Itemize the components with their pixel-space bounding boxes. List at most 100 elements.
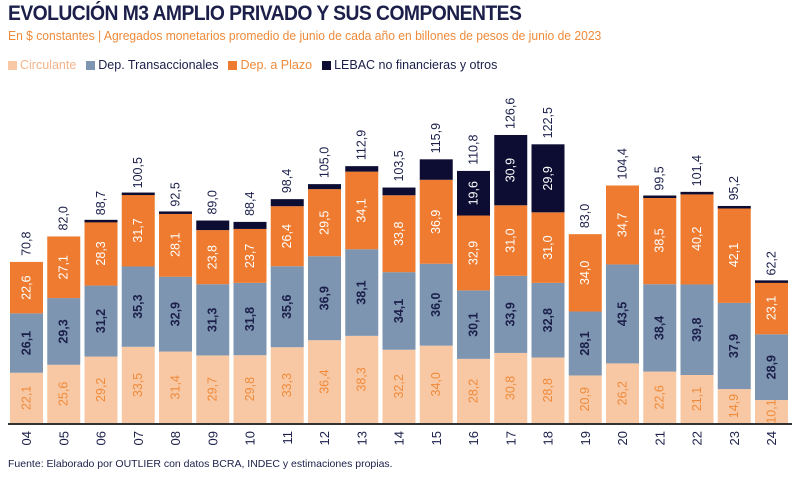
- segment-label-dep-a-plazo-07: 31,7: [131, 218, 145, 242]
- x-tick-label-13: 13: [354, 431, 369, 445]
- bar-segment-circulante-10: [233, 355, 267, 423]
- segment-label-circulante-08: 31,4: [169, 375, 183, 399]
- bar-segment-dep-transaccionales-06: [84, 285, 118, 357]
- total-label-13: 112,9: [355, 130, 369, 160]
- bar-segment-lebac-no-financieras-y-otros-15: [419, 159, 453, 180]
- bar-segment-dep-transaccionales-16: [457, 290, 490, 359]
- legend-item-circulante: Circulante: [8, 58, 76, 72]
- bar-segment-circulante-09: [196, 355, 230, 423]
- total-label-07: 100,5: [131, 157, 145, 188]
- total-label-19: 83,0: [578, 204, 592, 228]
- bar-segment-lebac-no-financieras-y-otros-13: [345, 166, 379, 172]
- bar-segment-lebac-no-financieras-y-otros-06: [84, 219, 118, 223]
- bar-segment-lebac-no-financieras-y-otros-22: [680, 191, 714, 195]
- chart-subtitle: En $ constantes | Agregados monetarios p…: [8, 28, 602, 43]
- bar-segment-lebac-no-financieras-y-otros-10: [233, 221, 267, 229]
- legend-label-lebac: LEBAC no financieras y otros: [334, 58, 498, 72]
- source-note: Fuente: Elaborado por OUTLIER con datos …: [8, 458, 393, 470]
- bar-segment-dep-transaccionales-04: [10, 313, 43, 373]
- bar-segment-dep-transaccionales-23: [717, 302, 751, 390]
- bar-segment-dep-a-plazo-18: [531, 212, 565, 283]
- total-label-08: 92,5: [169, 182, 183, 206]
- bar-segment-circulante-21: [643, 371, 677, 423]
- chart-title: EVOLUCIÓN M3 AMPLIO PRIVADO Y SUS COMPON…: [8, 2, 522, 25]
- segment-label-dep-a-plazo-04: 22,6: [20, 275, 34, 299]
- segment-label-dep-a-plazo-15: 36,9: [429, 210, 443, 234]
- bar-segment-dep-transaccionales-09: [196, 284, 230, 356]
- segment-label-circulante-15: 34,0: [429, 372, 443, 396]
- bar-segment-circulante-06: [84, 356, 118, 423]
- bar-segment-circulante-04: [10, 372, 43, 423]
- segment-label-dep-transaccionales-15: 36,0: [429, 292, 443, 316]
- total-label-17: 126,6: [504, 98, 518, 129]
- bar-segment-dep-transaccionales-05: [47, 298, 81, 365]
- bar-segment-dep-a-plazo-12: [308, 189, 341, 257]
- total-label-14: 103,5: [392, 150, 406, 181]
- x-tick-label-12: 12: [317, 431, 332, 445]
- bar-segment-lebac-no-financieras-y-otros-07: [121, 192, 155, 196]
- bar-segment-dep-transaccionales-08: [159, 276, 192, 352]
- segment-label-circulante-06: 29,2: [94, 378, 108, 402]
- segment-label-dep-transaccionales-05: 29,3: [57, 319, 71, 343]
- segment-label-circulante-11: 33,3: [280, 373, 294, 397]
- bar-segment-dep-transaccionales-17: [494, 275, 528, 353]
- x-tick-label-20: 20: [615, 431, 630, 445]
- segment-label-dep-a-plazo-06: 28,3: [94, 241, 108, 265]
- bar-segment-circulante-19: [568, 375, 602, 423]
- segment-label-dep-transaccionales-09: 31,3: [206, 308, 220, 332]
- segment-label-dep-transaccionales-23: 37,9: [727, 334, 741, 358]
- bar-segment-circulante-14: [382, 349, 416, 423]
- total-label-16: 110,8: [467, 135, 481, 165]
- segment-label-dep-a-plazo-23: 42,1: [727, 243, 741, 267]
- bar-segment-circulante-24: [755, 400, 788, 423]
- bar-segment-circulante-17: [494, 352, 528, 423]
- segment-label-dep-a-plazo-09: 23,8: [206, 245, 220, 269]
- legend-swatch-dep-a-plazo: [228, 60, 238, 70]
- segment-label-circulante-18: 28,8: [541, 378, 555, 402]
- total-label-23: 95,2: [727, 176, 741, 200]
- bar-segment-lebac-no-financieras-y-otros-24: [755, 280, 788, 283]
- total-label-15: 115,9: [429, 123, 443, 153]
- segment-label-dep-a-plazo-18: 31,0: [541, 235, 555, 259]
- bar-segment-dep-transaccionales-18: [531, 282, 565, 358]
- bar-segment-dep-a-plazo-05: [47, 236, 81, 299]
- x-tick-label-21: 21: [652, 431, 667, 445]
- x-tick-label-15: 15: [429, 431, 444, 445]
- x-tick-label-23: 23: [727, 431, 742, 445]
- segment-label-dep-transaccionales-19: 28,1: [578, 331, 592, 355]
- segment-label-circulante-12: 36,4: [318, 369, 332, 393]
- segment-label-dep-a-plazo-13: 34,1: [355, 198, 369, 222]
- bar-segment-lebac-no-financieras-y-otros-21: [643, 195, 677, 198]
- segment-label-dep-transaccionales-11: 35,6: [280, 295, 294, 319]
- segment-label-circulante-09: 29,7: [206, 377, 220, 401]
- segment-label-circulante-21: 22,6: [653, 385, 667, 409]
- bar-segment-lebac-no-financieras-y-otros-12: [308, 184, 341, 190]
- bar-segment-lebac-no-financieras-y-otros-14: [382, 187, 416, 196]
- segment-label-dep-transaccionales-08: 32,9: [169, 302, 183, 326]
- bar-segment-circulante-05: [47, 364, 81, 423]
- total-label-06: 88,7: [94, 191, 108, 215]
- segment-label-dep-transaccionales-22: 39,8: [690, 318, 704, 342]
- x-tick-label-11: 11: [280, 431, 295, 445]
- legend-swatch-dep-transaccionales: [86, 60, 96, 70]
- bar-segment-dep-a-plazo-11: [270, 206, 304, 267]
- total-label-04: 70,8: [20, 232, 34, 256]
- legend-item-lebac: LEBAC no financieras y otros: [322, 58, 497, 72]
- x-tick-label-17: 17: [503, 431, 518, 445]
- bar-segment-dep-transaccionales-11: [270, 266, 304, 348]
- segment-label-lebac-no-financieras-y-otros-17: 30,9: [504, 158, 518, 182]
- segment-label-dep-a-plazo-22: 40,2: [690, 227, 704, 251]
- bar-segment-dep-a-plazo-22: [680, 192, 714, 285]
- legend-label-circulante: Circulante: [20, 58, 77, 72]
- segment-label-dep-a-plazo-17: 31,0: [504, 228, 518, 252]
- legend-swatch-circulante: [8, 60, 17, 70]
- segment-label-dep-a-plazo-08: 28,1: [169, 233, 183, 257]
- segment-label-lebac-no-financieras-y-otros-16: 19,6: [467, 181, 481, 205]
- segment-label-dep-transaccionales-20: 43,5: [616, 302, 630, 326]
- segment-label-circulante-22: 21,1: [690, 387, 704, 411]
- segment-label-circulante-04: 22,1: [20, 386, 34, 410]
- bar-segment-dep-a-plazo-16: [457, 215, 490, 291]
- segment-label-circulante-07: 33,5: [131, 373, 145, 397]
- bar-segment-circulante-07: [121, 346, 155, 423]
